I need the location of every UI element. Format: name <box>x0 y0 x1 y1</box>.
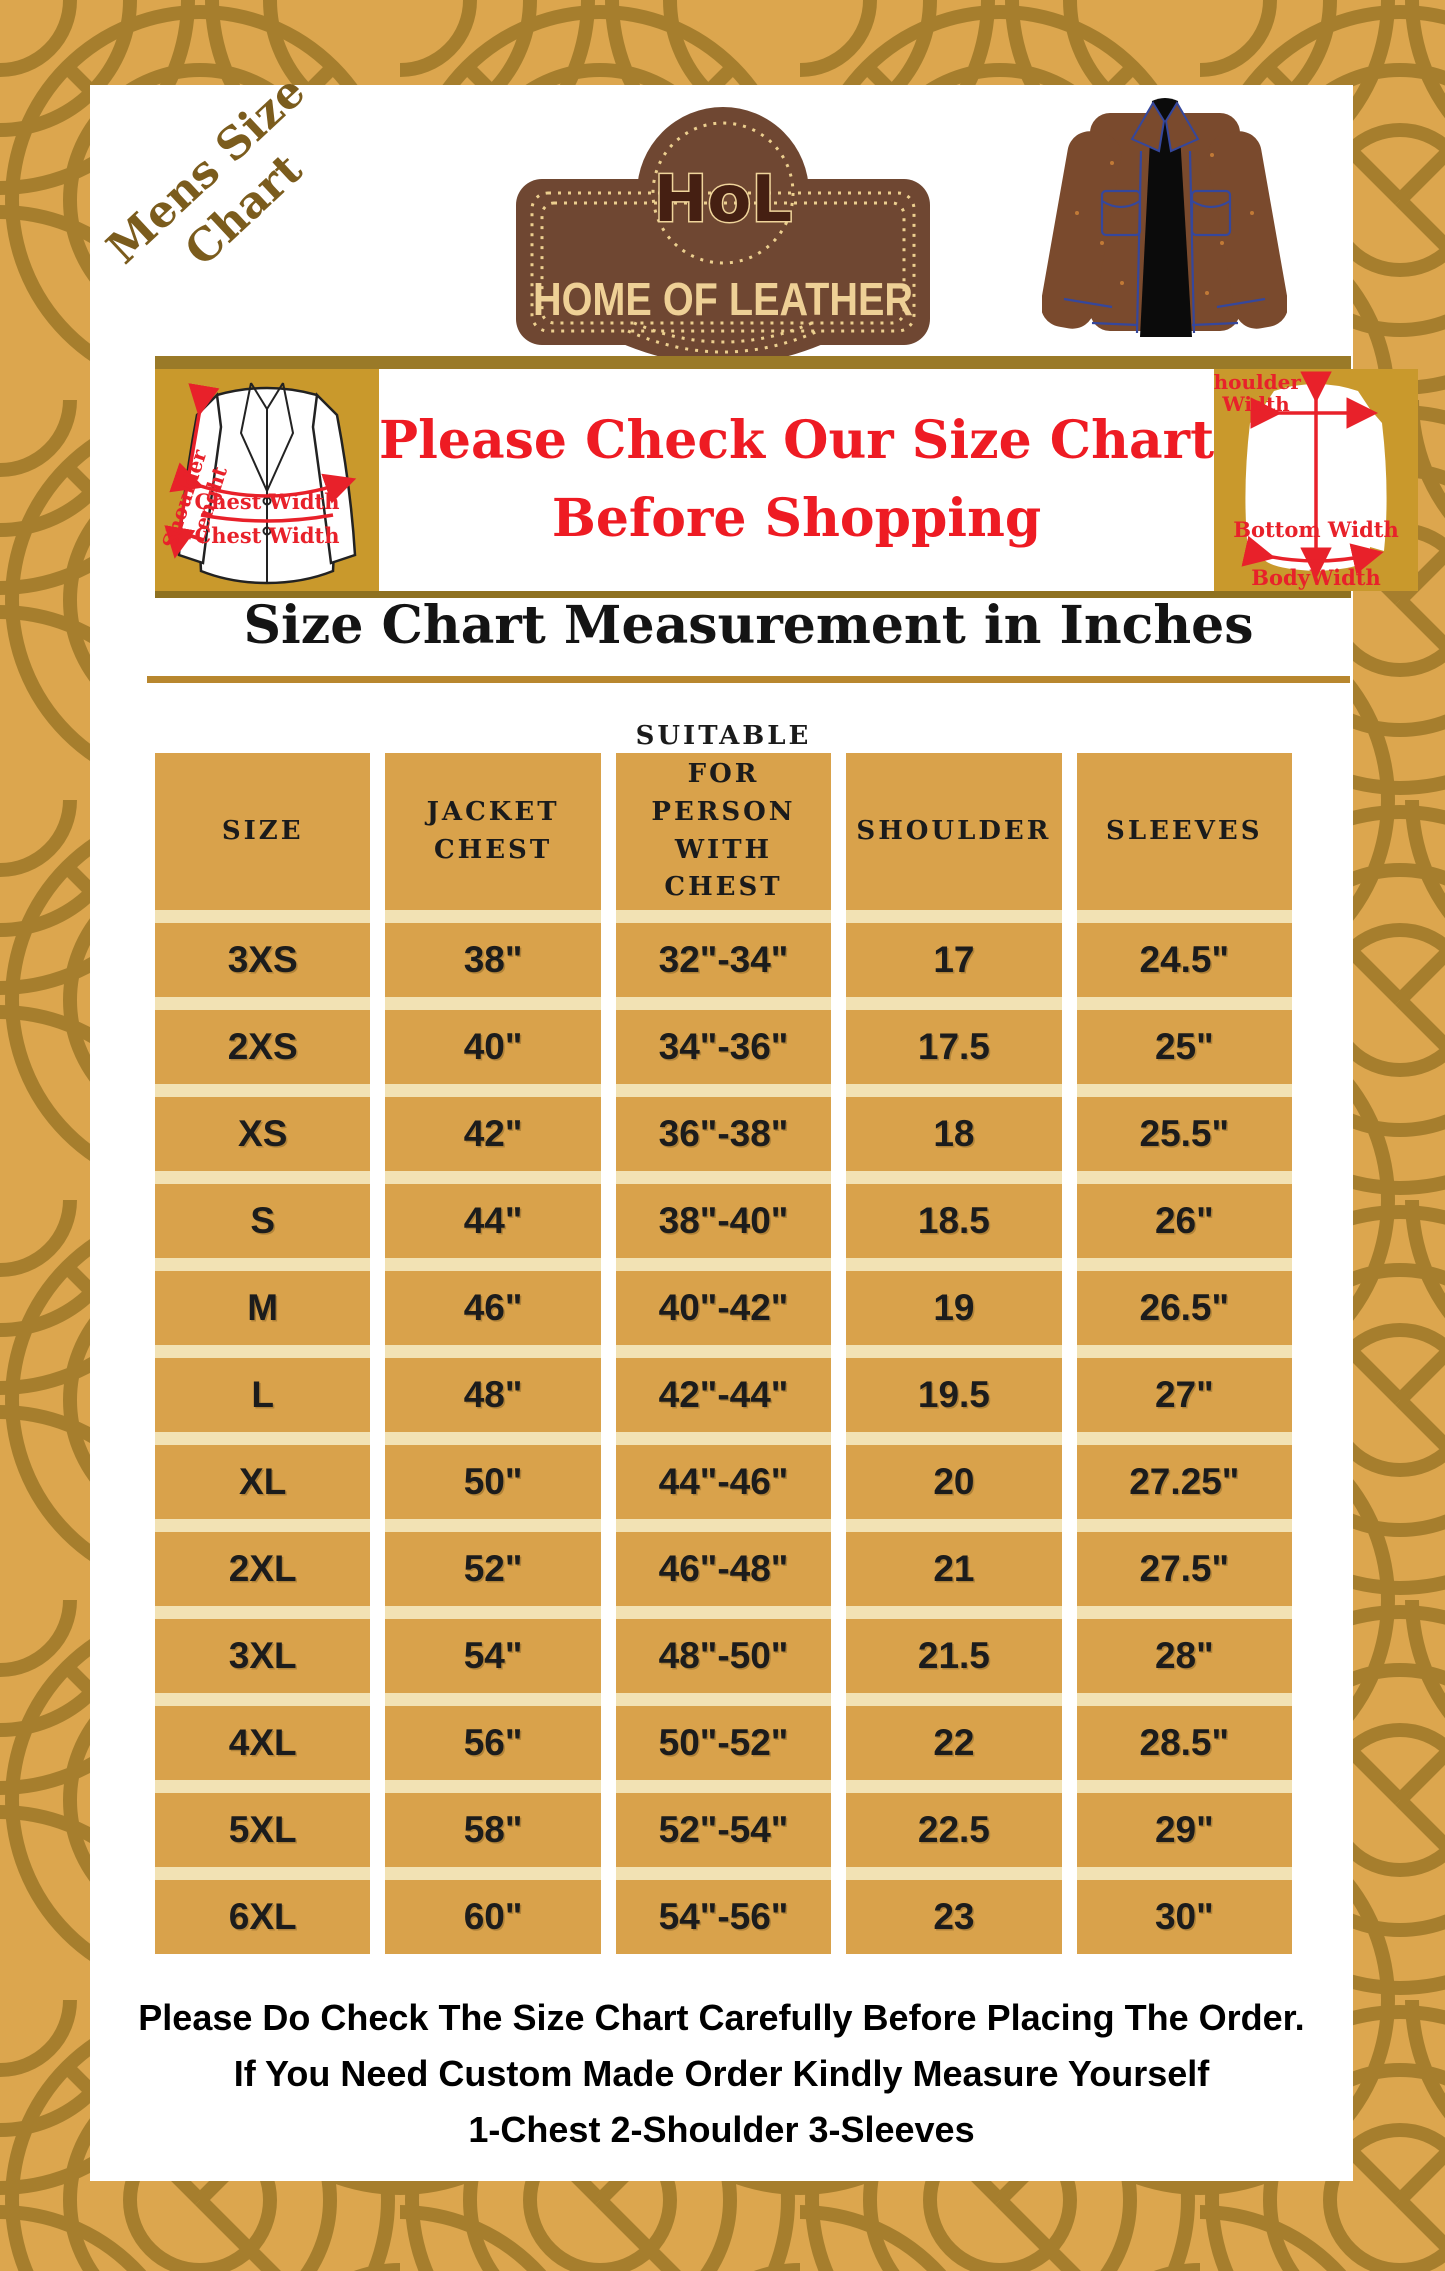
table-cell: 3XL <box>155 1606 371 1693</box>
header-size: SIZE <box>155 753 371 910</box>
jacket-back-diagram-icon: Shoulder Width Bottom Width BodyWidth <box>1199 370 1399 590</box>
table-cell: 56" <box>385 1693 601 1780</box>
table-cell: 22.5 <box>846 1780 1062 1867</box>
table-cell: 44" <box>385 1171 601 1258</box>
table-cell: 6XL <box>155 1867 371 1954</box>
table-cell: 32"-34" <box>615 910 832 997</box>
label-shoulder-width-2: Width <box>1221 392 1290 416</box>
table-cell: 52"-54" <box>615 1780 832 1867</box>
column-jacket-chest: JACKET CHEST 38" 40" 42" 44" 46" 48" 50"… <box>385 753 601 1954</box>
table-cell: 40" <box>385 997 601 1084</box>
table-cell: 36"-38" <box>615 1084 832 1171</box>
column-size: SIZE 3XS 2XS XS S M L XL 2XL 3XL 4XL 5XL… <box>155 753 371 1954</box>
column-shoulder: SHOULDER 17 17.5 18 18.5 19 19.5 20 21 2… <box>846 753 1062 1954</box>
table-cell: 2XS <box>155 997 371 1084</box>
front-measure-diagram: Shoulder Lenght Chest Width Chest Width <box>155 369 379 591</box>
table-cell: 40"-42" <box>615 1258 832 1345</box>
heading-rule <box>147 676 1350 683</box>
header-suitable-chest: SUITABLE FOR PERSON WITH CHEST SIZE <box>615 721 832 940</box>
table-cell: 18 <box>846 1084 1062 1171</box>
table-cell: XS <box>155 1084 371 1171</box>
size-table: SIZE 3XS 2XS XS S M L XL 2XL 3XL 4XL 5XL… <box>155 721 1292 1954</box>
label-body-width: BodyWidth <box>1251 565 1381 590</box>
table-cell: 3XS <box>155 910 371 997</box>
label-chest-width-upper: Chest Width <box>194 489 339 514</box>
table-cell: 17.5 <box>846 997 1062 1084</box>
table-cell: 38" <box>385 910 601 997</box>
table-cell: 52" <box>385 1519 601 1606</box>
banner-message-line1: Please Check Our Size Chart <box>379 410 1215 471</box>
table-cell: 60" <box>385 1867 601 1954</box>
table-cell: 54"-56" <box>615 1867 832 1954</box>
size-chart-banner: Shoulder Lenght Chest Width Chest Width … <box>155 356 1419 598</box>
table-cell: 48" <box>385 1345 601 1432</box>
table-cell: 46"-48" <box>615 1519 832 1606</box>
brown-jacket-icon <box>1040 98 1289 337</box>
table-cell: 26.5" <box>1076 1258 1292 1345</box>
table-cell: 22 <box>846 1693 1062 1780</box>
header-shoulder: SHOULDER <box>846 753 1062 910</box>
blazer-front-diagram-icon: Shoulder Lenght Chest Width Chest Width <box>157 382 357 585</box>
table-cell: 4XL <box>155 1693 371 1780</box>
table-cell: 18.5 <box>846 1171 1062 1258</box>
label-chest-width-lower: Chest Width <box>194 523 339 548</box>
column-suitable-chest: SUITABLE FOR PERSON WITH CHEST SIZE 32"-… <box>615 721 832 1954</box>
footer-note: Please Do Check The Size Chart Carefully… <box>90 1990 1353 2157</box>
table-cell: 21.5 <box>846 1606 1062 1693</box>
table-cell: 42"-44" <box>615 1345 832 1432</box>
table-cell: 34"-36" <box>615 997 832 1084</box>
table-cell: L <box>155 1345 371 1432</box>
header-jacket-chest: JACKET CHEST <box>385 753 601 910</box>
table-cell: 27.25" <box>1076 1432 1292 1519</box>
footer-line1: Please Do Check The Size Chart Carefully… <box>138 1997 1305 2038</box>
section-title: Size Chart Measurement in Inches <box>243 595 1254 656</box>
label-shoulder-width-1: Shoulder <box>1214 370 1301 394</box>
banner-message: Please Check Our Size Chart Before Shopp… <box>379 369 1214 591</box>
brand-logo: HoL HOME OF LEATHER <box>498 93 948 388</box>
table-cell: 28.5" <box>1076 1693 1292 1780</box>
poster-content-panel: Mens Size Chart HoL HOME OF LEATHER <box>90 66 1419 2181</box>
table-cell: 50"-52" <box>615 1693 832 1780</box>
table-cell: 23 <box>846 1867 1062 1954</box>
table-cell: 25.5" <box>1076 1084 1292 1171</box>
table-cell: M <box>155 1258 371 1345</box>
table-cell: 26" <box>1076 1171 1292 1258</box>
table-cell: 2XL <box>155 1519 371 1606</box>
table-cell: 20 <box>846 1432 1062 1519</box>
table-cell: 27" <box>1076 1345 1292 1432</box>
table-cell: 5XL <box>155 1780 371 1867</box>
table-cell: 46" <box>385 1258 601 1345</box>
table-cell: 48"-50" <box>615 1606 832 1693</box>
table-cell: 44"-46" <box>615 1432 832 1519</box>
table-cell: 27.5" <box>1076 1519 1292 1606</box>
header-sleeves: SLEEVES <box>1076 753 1292 910</box>
footer-line3: 1-Chest 2-Shoulder 3-Sleeves <box>468 2108 975 2150</box>
table-cell: S <box>155 1171 371 1258</box>
table-cell: 17 <box>846 910 1062 997</box>
table-cell: 50" <box>385 1432 601 1519</box>
table-cell: 42" <box>385 1084 601 1171</box>
table-cell: 58" <box>385 1780 601 1867</box>
table-cell: 38"-40" <box>615 1171 832 1258</box>
logo-monogram: HoL <box>654 163 792 237</box>
table-cell: 24.5" <box>1076 910 1292 997</box>
table-cell: 30" <box>1076 1867 1292 1954</box>
label-bottom-width: Bottom Width <box>1233 517 1399 542</box>
table-cell: XL <box>155 1432 371 1519</box>
table-cell: 21 <box>846 1519 1062 1606</box>
column-sleeves: SLEEVES 24.5" 25" 25.5" 26" 26.5" 27" 27… <box>1076 753 1292 1954</box>
banner-message-line2: Before Shopping <box>551 488 1042 549</box>
footer-line2: If You Need Custom Made Order Kindly Mea… <box>233 2052 1210 2094</box>
table-cell: 54" <box>385 1606 601 1693</box>
table-cell: 28" <box>1076 1606 1292 1693</box>
logo-name: HOME OF LEATHER <box>533 273 913 325</box>
jacket-illustration <box>1040 93 1289 350</box>
table-cell: 19.5 <box>846 1345 1062 1432</box>
table-cell: 19 <box>846 1258 1062 1345</box>
table-cell: 29" <box>1076 1780 1292 1867</box>
back-measure-diagram: Shoulder Width Bottom Width BodyWidth <box>1199 369 1419 591</box>
brand-badge-icon: HoL HOME OF LEATHER <box>516 107 930 365</box>
table-cell: 25" <box>1076 997 1292 1084</box>
